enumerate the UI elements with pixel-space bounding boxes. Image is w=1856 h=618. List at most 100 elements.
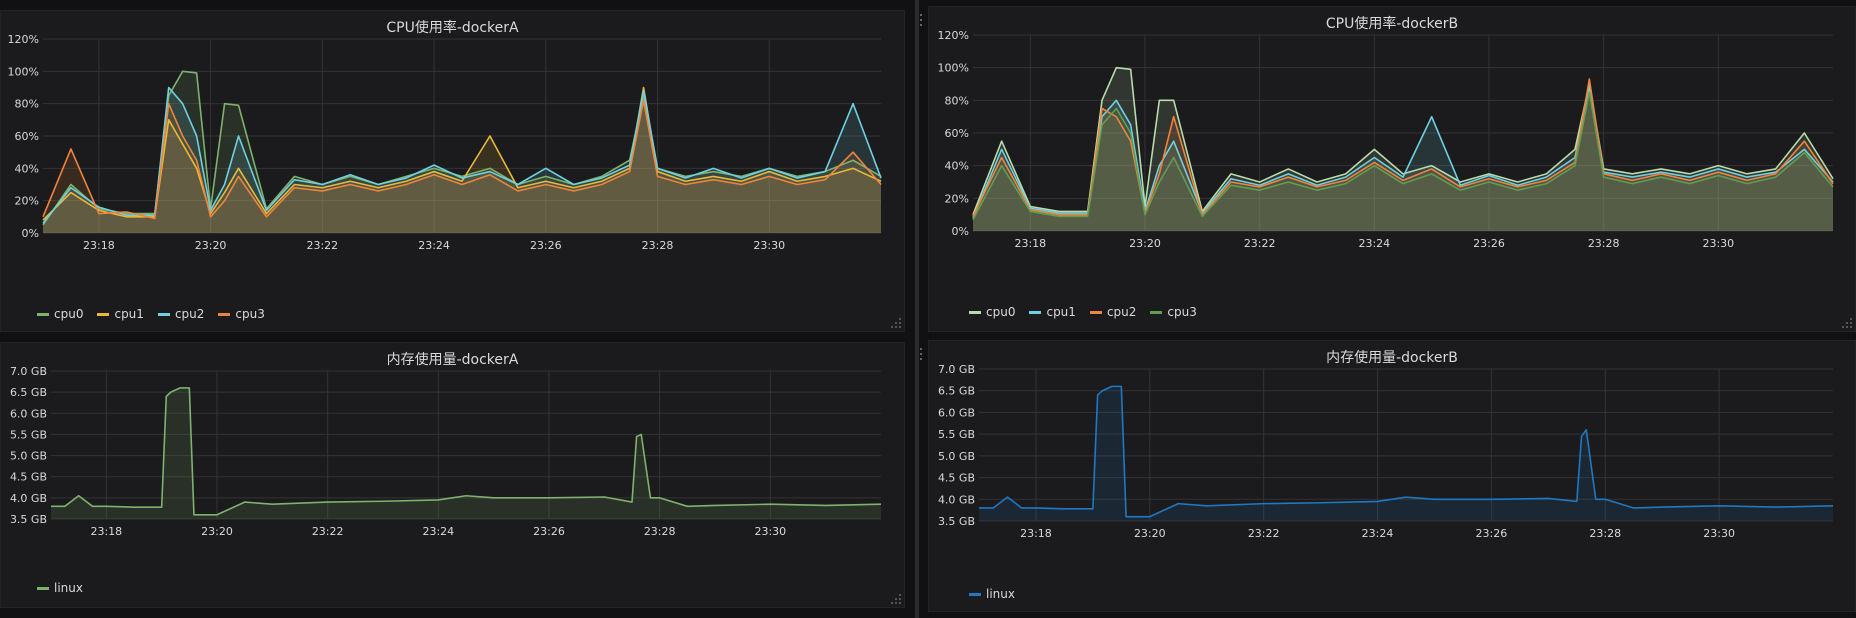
y-tick-label: 0% [22, 227, 39, 240]
x-tick-label: 23:28 [642, 239, 674, 252]
drag-handle-icon[interactable] [919, 347, 925, 361]
series-line-cpu3[interactable] [972, 91, 1834, 220]
x-tick-label: 23:28 [1588, 237, 1620, 250]
panel-title[interactable]: 内存使用量-dockerB [1326, 350, 1458, 366]
legend-item-cpu0[interactable]: cpu0 [37, 307, 83, 321]
y-tick-label: 7.0 GB [10, 365, 47, 378]
memory-dockerA-chart[interactable]: 3.5 GB 4.0 GB 4.5 GB 5.0 GB 5.5 GB 6.0 GB 6.5 … [1, 343, 906, 609]
legend-item-linux[interactable]: linux [969, 587, 1015, 601]
series-area-cpu3 [43, 100, 881, 233]
series-area-linux [979, 386, 1833, 521]
y-tick-label: 20% [15, 195, 39, 208]
x-tick-label: 23:28 [644, 525, 676, 538]
legend-item-cpu0[interactable]: cpu0 [969, 305, 1015, 319]
y-tick-label: 4.0 GB [10, 492, 47, 505]
resize-handle-icon[interactable] [891, 594, 901, 604]
panel-title[interactable]: CPU使用率-dockerA [386, 20, 519, 36]
legend-swatch [1089, 310, 1102, 314]
series-line-cpu2[interactable] [42, 86, 882, 224]
legend-item-linux[interactable]: linux [37, 581, 83, 595]
x-tick-label: 23:22 [1248, 527, 1280, 540]
x-tick-label: 23:24 [1362, 527, 1394, 540]
legend-label: linux [54, 581, 83, 595]
resize-handle-icon[interactable] [891, 318, 901, 328]
x-tick-label: 23:22 [312, 525, 344, 538]
y-tick-label: 5.5 GB [10, 428, 47, 441]
memory-dockerB-chart[interactable]: 3.5 GB 4.0 GB 4.5 GB 5.0 GB 5.5 GB 6.0 GB 6.5 … [929, 341, 1856, 613]
legend-label: cpu3 [235, 307, 265, 321]
panel-cpu-dockerB: CPU使用率-dockerB 0% 20% 40% 60% 80% 100% 120% 23:… [920, 6, 1856, 333]
drag-handle-icon[interactable] [919, 13, 925, 27]
y-tick-label: 6.0 GB [938, 406, 975, 419]
cpu-dockerA-chart[interactable]: 0% 20% 40% 60% 80% 100% 120% 23:18 23:20 23:22 23:… [1, 11, 906, 333]
series-area-cpu2 [973, 79, 1833, 231]
panel-memory-dockerB: 内存使用量-dockerB 3.5 GB 4.0 GB 4.5 GB 5.0 GB 5.… [920, 340, 1856, 613]
legend-label: cpu1 [1046, 305, 1076, 319]
series-area-cpu0 [43, 71, 881, 233]
y-tick-label: 20% [945, 192, 969, 205]
legend-label: cpu2 [174, 307, 205, 321]
panel-memory-dockerA: 内存使用量-dockerA 3.5 GB 4.0 GB 4.5 GB 5.0 GB 5.… [0, 342, 905, 608]
legend-item-cpu3[interactable]: cpu3 [218, 307, 265, 321]
y-tick-label: 5.0 GB [10, 450, 47, 463]
y-tick-label: 0% [952, 225, 969, 238]
series-line-cpu0[interactable] [42, 70, 882, 226]
series-line-cpu3[interactable] [42, 99, 882, 220]
x-tick-label: 23:24 [418, 239, 450, 252]
series-area-cpu3 [973, 92, 1833, 232]
legend: linux [969, 587, 1015, 601]
legend-item-cpu1[interactable]: cpu1 [1029, 305, 1076, 319]
legend-item-cpu2[interactable]: cpu2 [157, 307, 205, 321]
legend-swatch [1150, 310, 1163, 314]
y-tick-label: 4.5 GB [10, 471, 47, 484]
x-tick-label: 23:18 [90, 525, 122, 538]
x-tick-label: 23:20 [195, 239, 227, 252]
legend-item-cpu2[interactable]: cpu2 [1089, 305, 1136, 319]
x-tick-label: 23:20 [1129, 237, 1161, 250]
series-line-cpu1[interactable] [42, 86, 882, 221]
y-tick-label: 4.5 GB [938, 472, 975, 485]
y-tick-label: 5.0 GB [938, 450, 975, 463]
legend-item-cpu1[interactable]: cpu1 [97, 307, 144, 321]
x-tick-label: 23:28 [1589, 527, 1621, 540]
series-line-cpu0[interactable] [972, 66, 1834, 215]
x-tick-label: 23:26 [1476, 527, 1508, 540]
x-tick-label: 23:18 [1020, 527, 1052, 540]
legend-label: cpu1 [114, 307, 144, 321]
x-tick-label: 23:30 [753, 239, 785, 252]
legend-label: cpu3 [1167, 305, 1197, 319]
legend-label: cpu0 [54, 307, 84, 321]
y-tick-label: 7.0 GB [938, 363, 975, 376]
y-tick-label: 80% [945, 94, 969, 107]
resize-handle-icon[interactable] [1842, 318, 1852, 328]
series-line-linux[interactable] [51, 387, 882, 516]
x-tick-label: 23:24 [1358, 237, 1390, 250]
panel-cpu-dockerA: CPU使用率-dockerA 0% 20% 40% 60% 80% 100% 120% 23:… [0, 10, 905, 332]
series-area-cpu0 [973, 67, 1833, 231]
x-tick-label: 23:20 [1134, 527, 1166, 540]
panel-title[interactable]: 内存使用量-dockerA [386, 352, 519, 368]
x-tick-label: 23:22 [1244, 237, 1276, 250]
series-line-cpu1[interactable] [972, 86, 1834, 219]
x-tick-label: 23:24 [422, 525, 454, 538]
y-tick-label: 6.0 GB [10, 407, 47, 420]
panel-title[interactable]: CPU使用率-dockerB [1325, 16, 1459, 32]
x-tick-label: 23:26 [530, 239, 562, 252]
y-tick-label: 3.5 GB [938, 515, 975, 528]
legend-label: linux [986, 587, 1015, 601]
legend: linux [37, 581, 83, 595]
series-line-linux[interactable] [979, 385, 1834, 518]
series-area-cpu1 [973, 87, 1833, 232]
y-tick-label: 100% [8, 65, 39, 78]
legend-swatch [1029, 310, 1042, 314]
cpu-dockerB-chart[interactable]: 0% 20% 40% 60% 80% 100% 120% 23:18 23:20 23:22 23:… [929, 7, 1856, 333]
column-divider[interactable] [915, 0, 919, 618]
legend-swatch [97, 312, 110, 316]
x-tick-label: 23:30 [1702, 237, 1734, 250]
legend: cpu0 cpu1 cpu2 cpu3 [969, 305, 1197, 319]
x-tick-label: 23:22 [306, 239, 338, 252]
legend-item-cpu3[interactable]: cpu3 [1150, 305, 1197, 319]
y-tick-label: 40% [15, 162, 39, 175]
y-tick-label: 100% [938, 62, 969, 75]
legend-label: cpu0 [986, 305, 1016, 319]
